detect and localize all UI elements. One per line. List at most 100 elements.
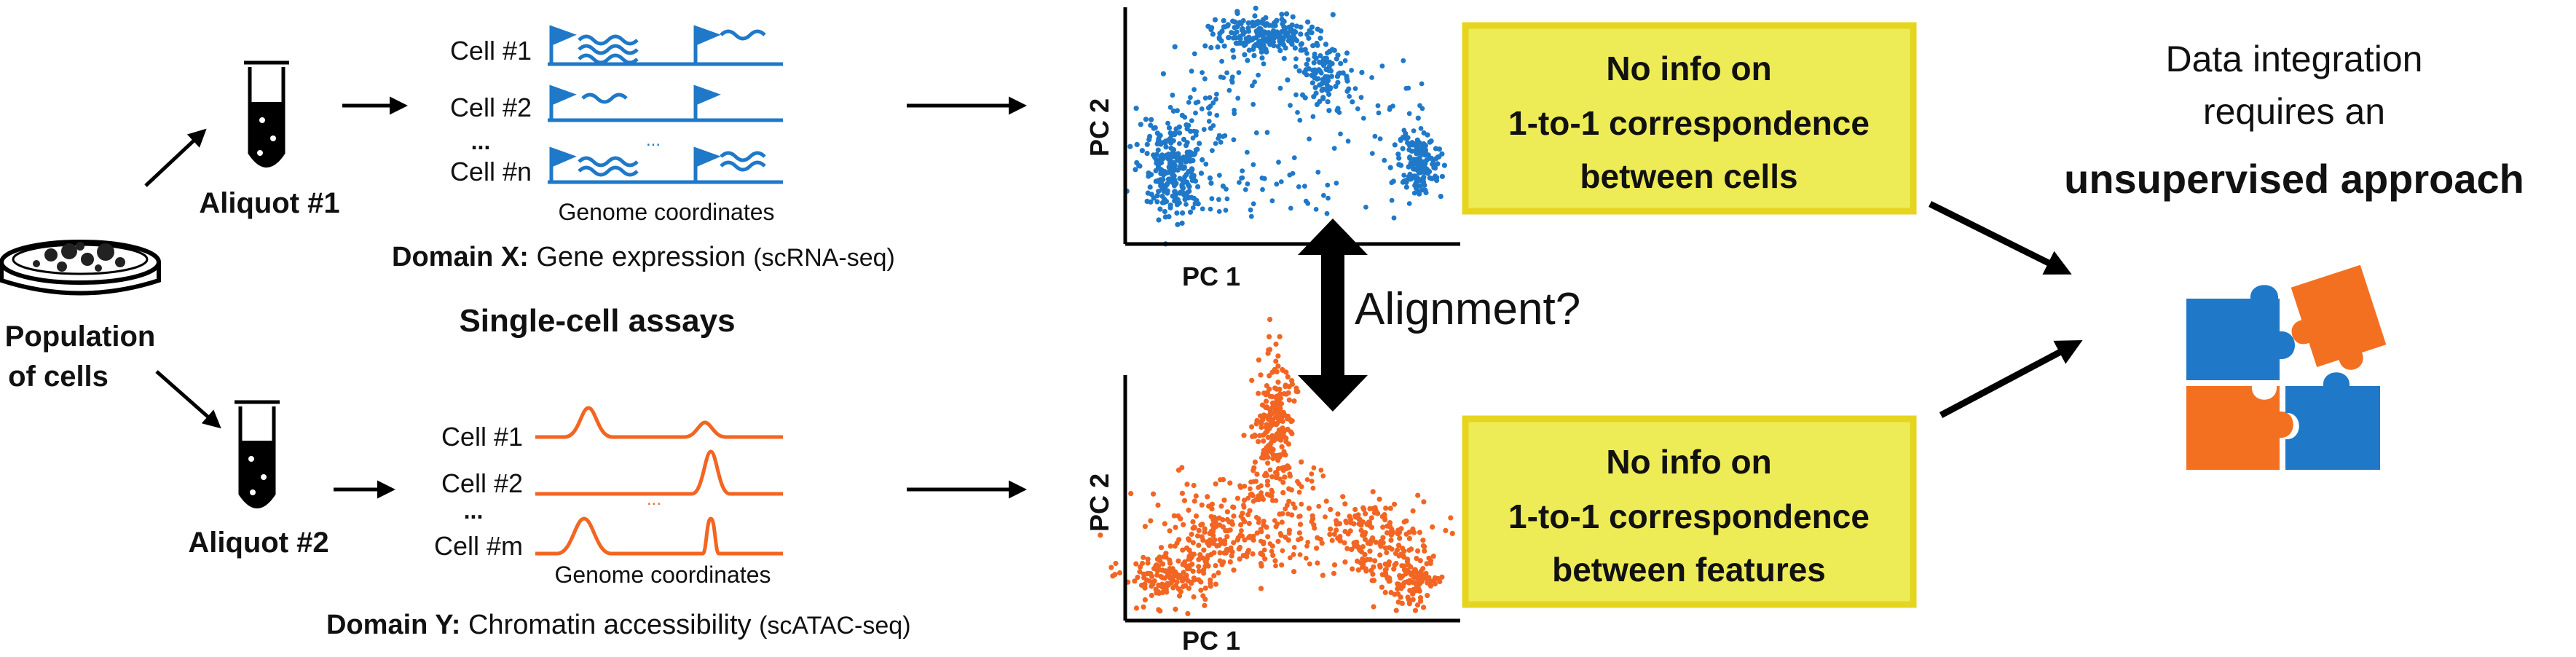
scatter-point — [1427, 139, 1433, 145]
scatter-point — [1316, 503, 1322, 509]
scatter-point — [1358, 560, 1364, 566]
scatter-point — [1414, 151, 1419, 157]
scatter-point — [1205, 494, 1210, 500]
scatter-point — [1165, 188, 1170, 194]
scatter-point — [1297, 522, 1304, 527]
scatter-point — [1287, 172, 1293, 178]
scatter-point — [1368, 515, 1374, 521]
scatter-point — [1342, 559, 1348, 565]
scatter-point — [1250, 468, 1256, 473]
aliquot2-label: Aliquot #2 — [188, 527, 328, 559]
scatter-point — [1145, 556, 1151, 562]
scatter-point — [1264, 473, 1270, 478]
scatter-point — [1216, 570, 1221, 576]
scatter-point — [1427, 583, 1434, 589]
scatter-point — [1334, 527, 1339, 533]
scatter-point — [1383, 567, 1389, 573]
arrow-features-to-integration — [1939, 339, 2083, 418]
scatter-point — [1145, 560, 1151, 566]
scatter-point — [1311, 94, 1317, 100]
scatter-point — [1320, 57, 1326, 63]
scatter-point — [1398, 594, 1403, 600]
scatter-point — [1422, 182, 1427, 188]
scatter-point — [1323, 42, 1329, 47]
scatter-point — [1170, 93, 1175, 98]
scatter-point — [1411, 160, 1417, 167]
atac-ellipsis: ... — [647, 489, 661, 509]
scatter-point — [1282, 474, 1288, 480]
scatter-point — [1309, 471, 1315, 477]
scatter-point — [1165, 153, 1171, 159]
scatter-point — [1390, 530, 1396, 535]
scatter-point — [1141, 604, 1146, 610]
scatter-point — [1277, 531, 1283, 536]
scatter-point — [1275, 522, 1280, 527]
scatter-point — [1298, 42, 1304, 47]
scatter-point — [1283, 369, 1289, 375]
scatter-point — [1182, 197, 1188, 202]
scatter-point — [1430, 161, 1435, 167]
arrow-dish-to-aliquot2 — [155, 370, 221, 429]
scatter-point — [1192, 51, 1197, 57]
scatter-point — [1281, 391, 1287, 397]
scatter-point — [1395, 581, 1401, 587]
scatter-point — [1305, 19, 1311, 25]
scatter-point — [1369, 75, 1374, 80]
scatter-point — [1258, 538, 1264, 544]
scatter-point — [1162, 208, 1167, 215]
scatter-point — [1207, 95, 1213, 101]
scatter-point — [1401, 567, 1407, 573]
scatter-point — [1292, 505, 1298, 511]
scatter-point — [1237, 180, 1242, 185]
scatter-point — [1187, 209, 1194, 215]
scatter-point — [1153, 168, 1159, 173]
scatter-point — [1287, 555, 1293, 561]
scatter-point — [1275, 538, 1281, 544]
scatter-point — [1183, 576, 1189, 582]
scatter-point — [1421, 174, 1427, 180]
scatter-point — [1291, 155, 1297, 161]
scatter-point — [1170, 108, 1176, 114]
scatter-point — [1348, 520, 1354, 526]
scatter-point — [1263, 392, 1269, 398]
scatter-point — [1264, 130, 1270, 135]
scatter-point — [1116, 570, 1123, 576]
box-features-line1: No info on — [1606, 443, 1771, 481]
scatter-point — [1410, 526, 1416, 532]
scatter-point — [1226, 34, 1232, 41]
scatter-point — [1242, 484, 1248, 489]
scatter-point — [1259, 176, 1265, 181]
scatter-point — [1259, 49, 1264, 55]
scatter-point — [1181, 165, 1187, 171]
scatter-point — [1367, 548, 1373, 554]
scatter-point — [1396, 155, 1402, 161]
scatter-point — [1176, 200, 1182, 206]
scatter-point — [1221, 497, 1227, 503]
scatter-point — [1330, 12, 1336, 17]
scatter-point — [1336, 110, 1342, 115]
scatter-point — [1231, 540, 1237, 546]
scatter-point — [1191, 173, 1197, 178]
scatter-point — [1173, 606, 1178, 613]
scatter-point — [1406, 535, 1412, 542]
scatter-point — [1360, 505, 1366, 511]
scatter-point — [1309, 24, 1315, 30]
scatter-point — [1395, 152, 1401, 157]
scatter-point — [1220, 539, 1226, 546]
scatter-point — [1186, 536, 1192, 542]
scatter-point — [1193, 110, 1198, 116]
scatter-point — [1247, 533, 1253, 539]
scatter-point — [1184, 481, 1190, 487]
scatter-point — [1397, 535, 1403, 541]
scatter-point — [1325, 99, 1331, 105]
scatter-point — [1299, 501, 1304, 507]
scatter-point — [1213, 563, 1218, 569]
scatter-point — [1274, 472, 1280, 478]
scatter-point — [1269, 369, 1275, 375]
scatter-point — [1417, 168, 1422, 174]
scatter-point — [1421, 605, 1427, 610]
scatter-point — [1144, 151, 1150, 157]
scatter-point — [1427, 169, 1433, 175]
scatter-point — [1371, 604, 1376, 610]
scatter-point — [1400, 583, 1406, 589]
